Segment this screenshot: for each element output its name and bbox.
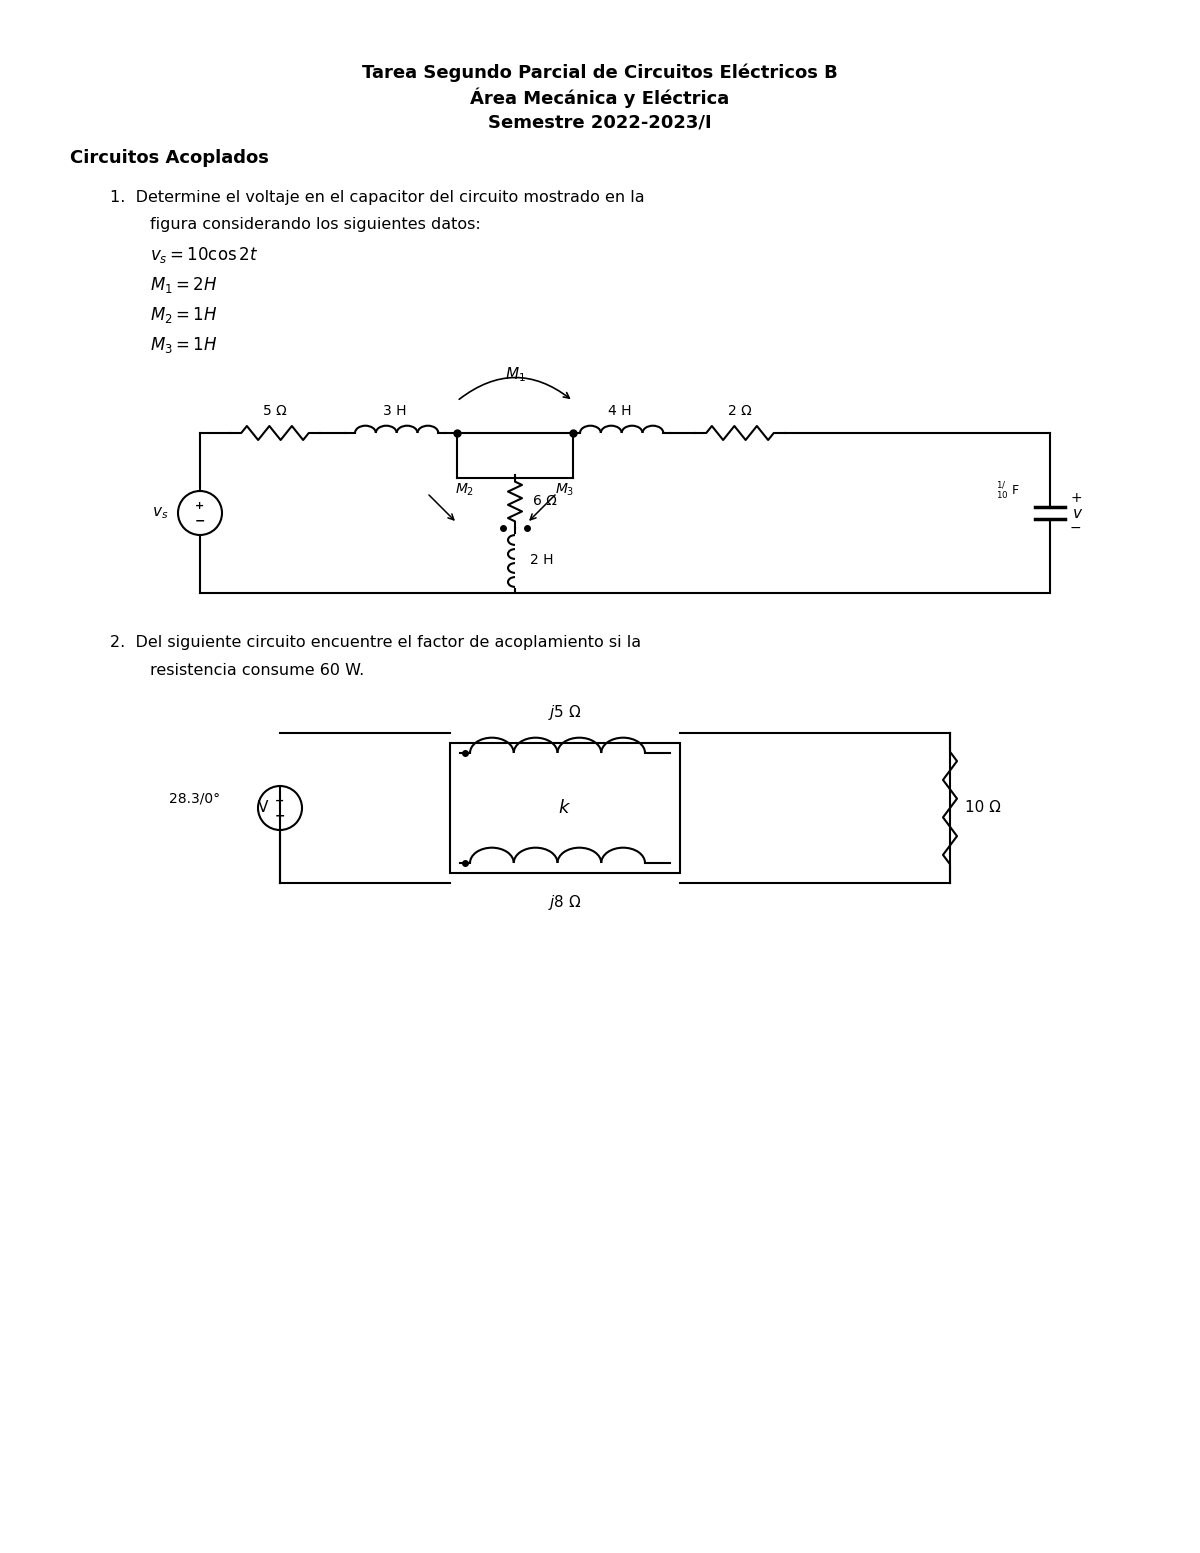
Text: $k$: $k$: [558, 798, 571, 817]
Text: 2 H: 2 H: [530, 553, 553, 567]
Text: 2 Ω: 2 Ω: [728, 404, 752, 418]
Text: $M_1$: $M_1$: [504, 365, 526, 384]
Text: resistencia consume 60 W.: resistencia consume 60 W.: [150, 663, 365, 679]
Text: 3 H: 3 H: [383, 404, 407, 418]
Text: Tarea Segundo Parcial de Circuitos Eléctricos B: Tarea Segundo Parcial de Circuitos Eléct…: [362, 64, 838, 82]
Text: Semestre 2022-2023/I: Semestre 2022-2023/I: [488, 113, 712, 132]
Bar: [450, 742, 680, 873]
Text: 28.3/0°: 28.3/0°: [169, 790, 220, 804]
Text: $v_s$: $v_s$: [151, 505, 168, 520]
Text: $j8\ \Omega$: $j8\ \Omega$: [548, 893, 582, 913]
Text: −: −: [275, 809, 286, 823]
Text: Área Mecánica y Eléctrica: Área Mecánica y Eléctrica: [470, 89, 730, 109]
Text: 2.  Del siguiente circuito encuentre el factor de acoplamiento si la: 2. Del siguiente circuito encuentre el f…: [110, 635, 641, 651]
Text: $v_s = 10\cos 2t$: $v_s = 10\cos 2t$: [150, 245, 258, 266]
Text: V: V: [258, 800, 268, 815]
Text: figura considerando los siguientes datos:: figura considerando los siguientes datos…: [150, 217, 481, 233]
Text: $M_2 = 1H$: $M_2 = 1H$: [150, 304, 217, 325]
Text: 10 Ω: 10 Ω: [965, 800, 1001, 815]
Text: 6 Ω: 6 Ω: [533, 494, 557, 508]
Text: $M_3$: $M_3$: [556, 481, 575, 499]
Text: +: +: [1070, 491, 1081, 505]
Text: Circuitos Acoplados: Circuitos Acoplados: [70, 149, 269, 168]
Text: $j5\ \Omega$: $j5\ \Omega$: [548, 704, 582, 722]
Text: $v$: $v$: [1072, 505, 1084, 520]
Text: −: −: [194, 514, 205, 528]
Text: 4 H: 4 H: [608, 404, 631, 418]
Text: $M_1 = 2H$: $M_1 = 2H$: [150, 275, 217, 295]
Text: +: +: [275, 797, 284, 806]
Text: −: −: [1070, 520, 1081, 534]
Text: 1.  Determine el voltaje en el capacitor del circuito mostrado en la: 1. Determine el voltaje en el capacitor …: [110, 191, 644, 205]
Text: +: +: [196, 502, 205, 511]
Text: $M_2$: $M_2$: [456, 481, 474, 499]
Text: $^{1/}_{10}$ F: $^{1/}_{10}$ F: [996, 480, 1020, 502]
Text: 5 Ω: 5 Ω: [263, 404, 287, 418]
Text: $M_3 = 1H$: $M_3 = 1H$: [150, 335, 217, 356]
